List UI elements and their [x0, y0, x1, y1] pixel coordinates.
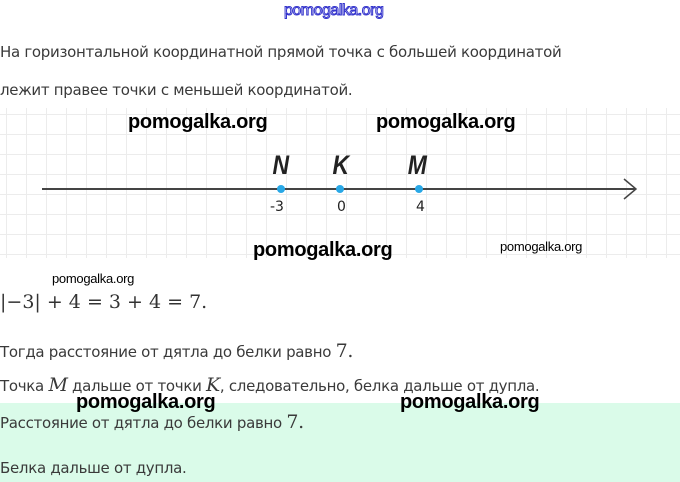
watermark: pomogalka.org — [376, 111, 516, 133]
comparison-line: Точка M дальше от точки K, следовательно… — [0, 374, 540, 396]
intro-line-2: лежит правее точки с меньшей координатой… — [0, 81, 353, 99]
label-n: N — [272, 150, 290, 180]
watermark-top: pomogalka.org — [283, 2, 384, 20]
answer-text: Расстояние от дятла до белки равно — [0, 414, 287, 432]
watermark: pomogalka.org — [52, 271, 135, 286]
watermark: pomogalka.org — [76, 391, 216, 413]
formula: |−3| + 4 = 3 + 4 = 7. — [0, 291, 208, 313]
point-k — [336, 185, 344, 193]
value-k: 0 — [337, 199, 346, 215]
text: , следовательно, белка дальше от дупла. — [219, 377, 540, 395]
number-line — [42, 178, 638, 200]
answer-line-2: Белка дальше от дупла. — [0, 459, 187, 477]
label-k: K — [332, 150, 350, 180]
var-m: M — [48, 374, 68, 396]
value-m: 4 — [416, 199, 425, 215]
distance-line: Тогда расстояние от дятла до белки равно… — [0, 340, 353, 362]
point-m — [415, 185, 423, 193]
text: дальше от точки — [67, 377, 207, 395]
intro-line-1: На горизонтальной координатной прямой то… — [0, 43, 562, 61]
watermark: pomogalka.org — [253, 239, 393, 261]
axis-arrow-icon — [623, 178, 638, 200]
distance-value: 7. — [335, 340, 354, 362]
distance-text: Тогда расстояние от дятла до белки равно — [0, 343, 336, 361]
point-n — [277, 185, 285, 193]
label-m: M — [407, 150, 427, 180]
var-k: K — [206, 374, 220, 396]
answer-line-1: Расстояние от дятла до белки равно 7. — [0, 411, 304, 433]
watermark: pomogalka.org — [500, 239, 583, 254]
watermark: pomogalka.org — [128, 111, 268, 133]
value-n: -3 — [270, 199, 284, 215]
answer-box — [0, 403, 680, 482]
watermark: pomogalka.org — [400, 391, 540, 413]
text: Точка — [0, 377, 49, 395]
answer-value: 7. — [286, 411, 304, 433]
grid-background — [0, 108, 680, 258]
